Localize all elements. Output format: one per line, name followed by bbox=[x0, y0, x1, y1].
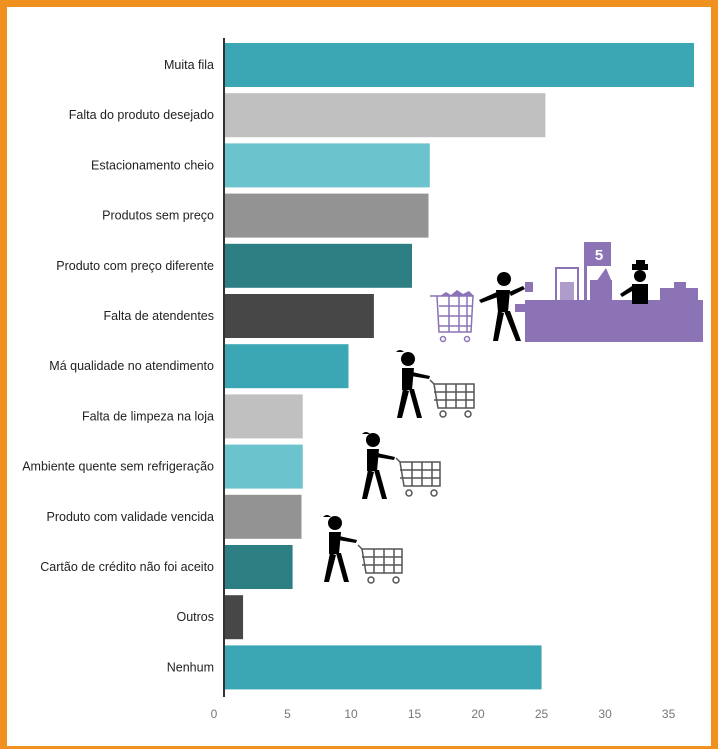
category-label: Produtos sem preço bbox=[102, 209, 214, 223]
shopping-cart-icon bbox=[429, 379, 475, 418]
x-tick-label: 30 bbox=[598, 707, 612, 721]
bar bbox=[224, 93, 546, 138]
category-label: Má qualidade no atendimento bbox=[49, 359, 214, 373]
shopper-with-cart-icon bbox=[362, 432, 441, 499]
category-label: Ambiente quente sem refrigeração bbox=[22, 460, 214, 474]
bar bbox=[224, 143, 430, 188]
category-label: Muita fila bbox=[164, 58, 214, 72]
checkout-illustration: 5 bbox=[323, 242, 703, 584]
shopper-with-cart-icon bbox=[323, 515, 403, 584]
category-label: Produto com validade vencida bbox=[47, 510, 215, 524]
category-label: Falta de atendentes bbox=[104, 309, 215, 323]
x-tick-labels-group: 0 5 10 15 20 25 30 35 bbox=[211, 707, 676, 721]
bar bbox=[224, 43, 694, 87]
category-label: Falta do produto desejado bbox=[69, 108, 214, 122]
bar bbox=[224, 595, 244, 640]
bar bbox=[224, 243, 412, 288]
checkout-counter-icon: 5 bbox=[515, 242, 703, 342]
cashier-icon bbox=[620, 260, 648, 304]
x-tick-label: 0 bbox=[211, 707, 218, 721]
bar bbox=[224, 494, 302, 539]
bar bbox=[224, 344, 349, 389]
category-label: Falta de limpeza na loja bbox=[82, 409, 214, 423]
bar bbox=[224, 294, 374, 338]
x-tick-label: 5 bbox=[284, 707, 291, 721]
x-tick-label: 15 bbox=[408, 707, 422, 721]
x-tick-label: 20 bbox=[471, 707, 485, 721]
bar bbox=[224, 394, 303, 439]
register-number: 5 bbox=[595, 247, 603, 264]
category-label: Outros bbox=[176, 610, 214, 624]
x-tick-label: 35 bbox=[662, 707, 676, 721]
x-tick-label: 10 bbox=[344, 707, 358, 721]
category-label: Nenhum bbox=[167, 660, 214, 674]
bar bbox=[224, 545, 293, 589]
shopping-cart-icon bbox=[395, 457, 441, 497]
bar bbox=[224, 444, 303, 489]
category-label: Estacionamento cheio bbox=[91, 158, 214, 172]
category-label: Produto com preço diferente bbox=[56, 259, 214, 273]
shopper-with-cart-icon bbox=[396, 350, 475, 418]
bar bbox=[224, 645, 542, 690]
customer-at-register-icon bbox=[430, 272, 533, 343]
bar bbox=[224, 193, 429, 238]
category-label: Cartão de crédito não foi aceito bbox=[40, 560, 214, 574]
bars-group bbox=[224, 43, 694, 690]
category-labels-group: Muita fila Falta do produto desejado Estac… bbox=[22, 58, 214, 674]
shopping-cart-icon bbox=[357, 544, 403, 584]
x-tick-label: 25 bbox=[535, 707, 549, 721]
